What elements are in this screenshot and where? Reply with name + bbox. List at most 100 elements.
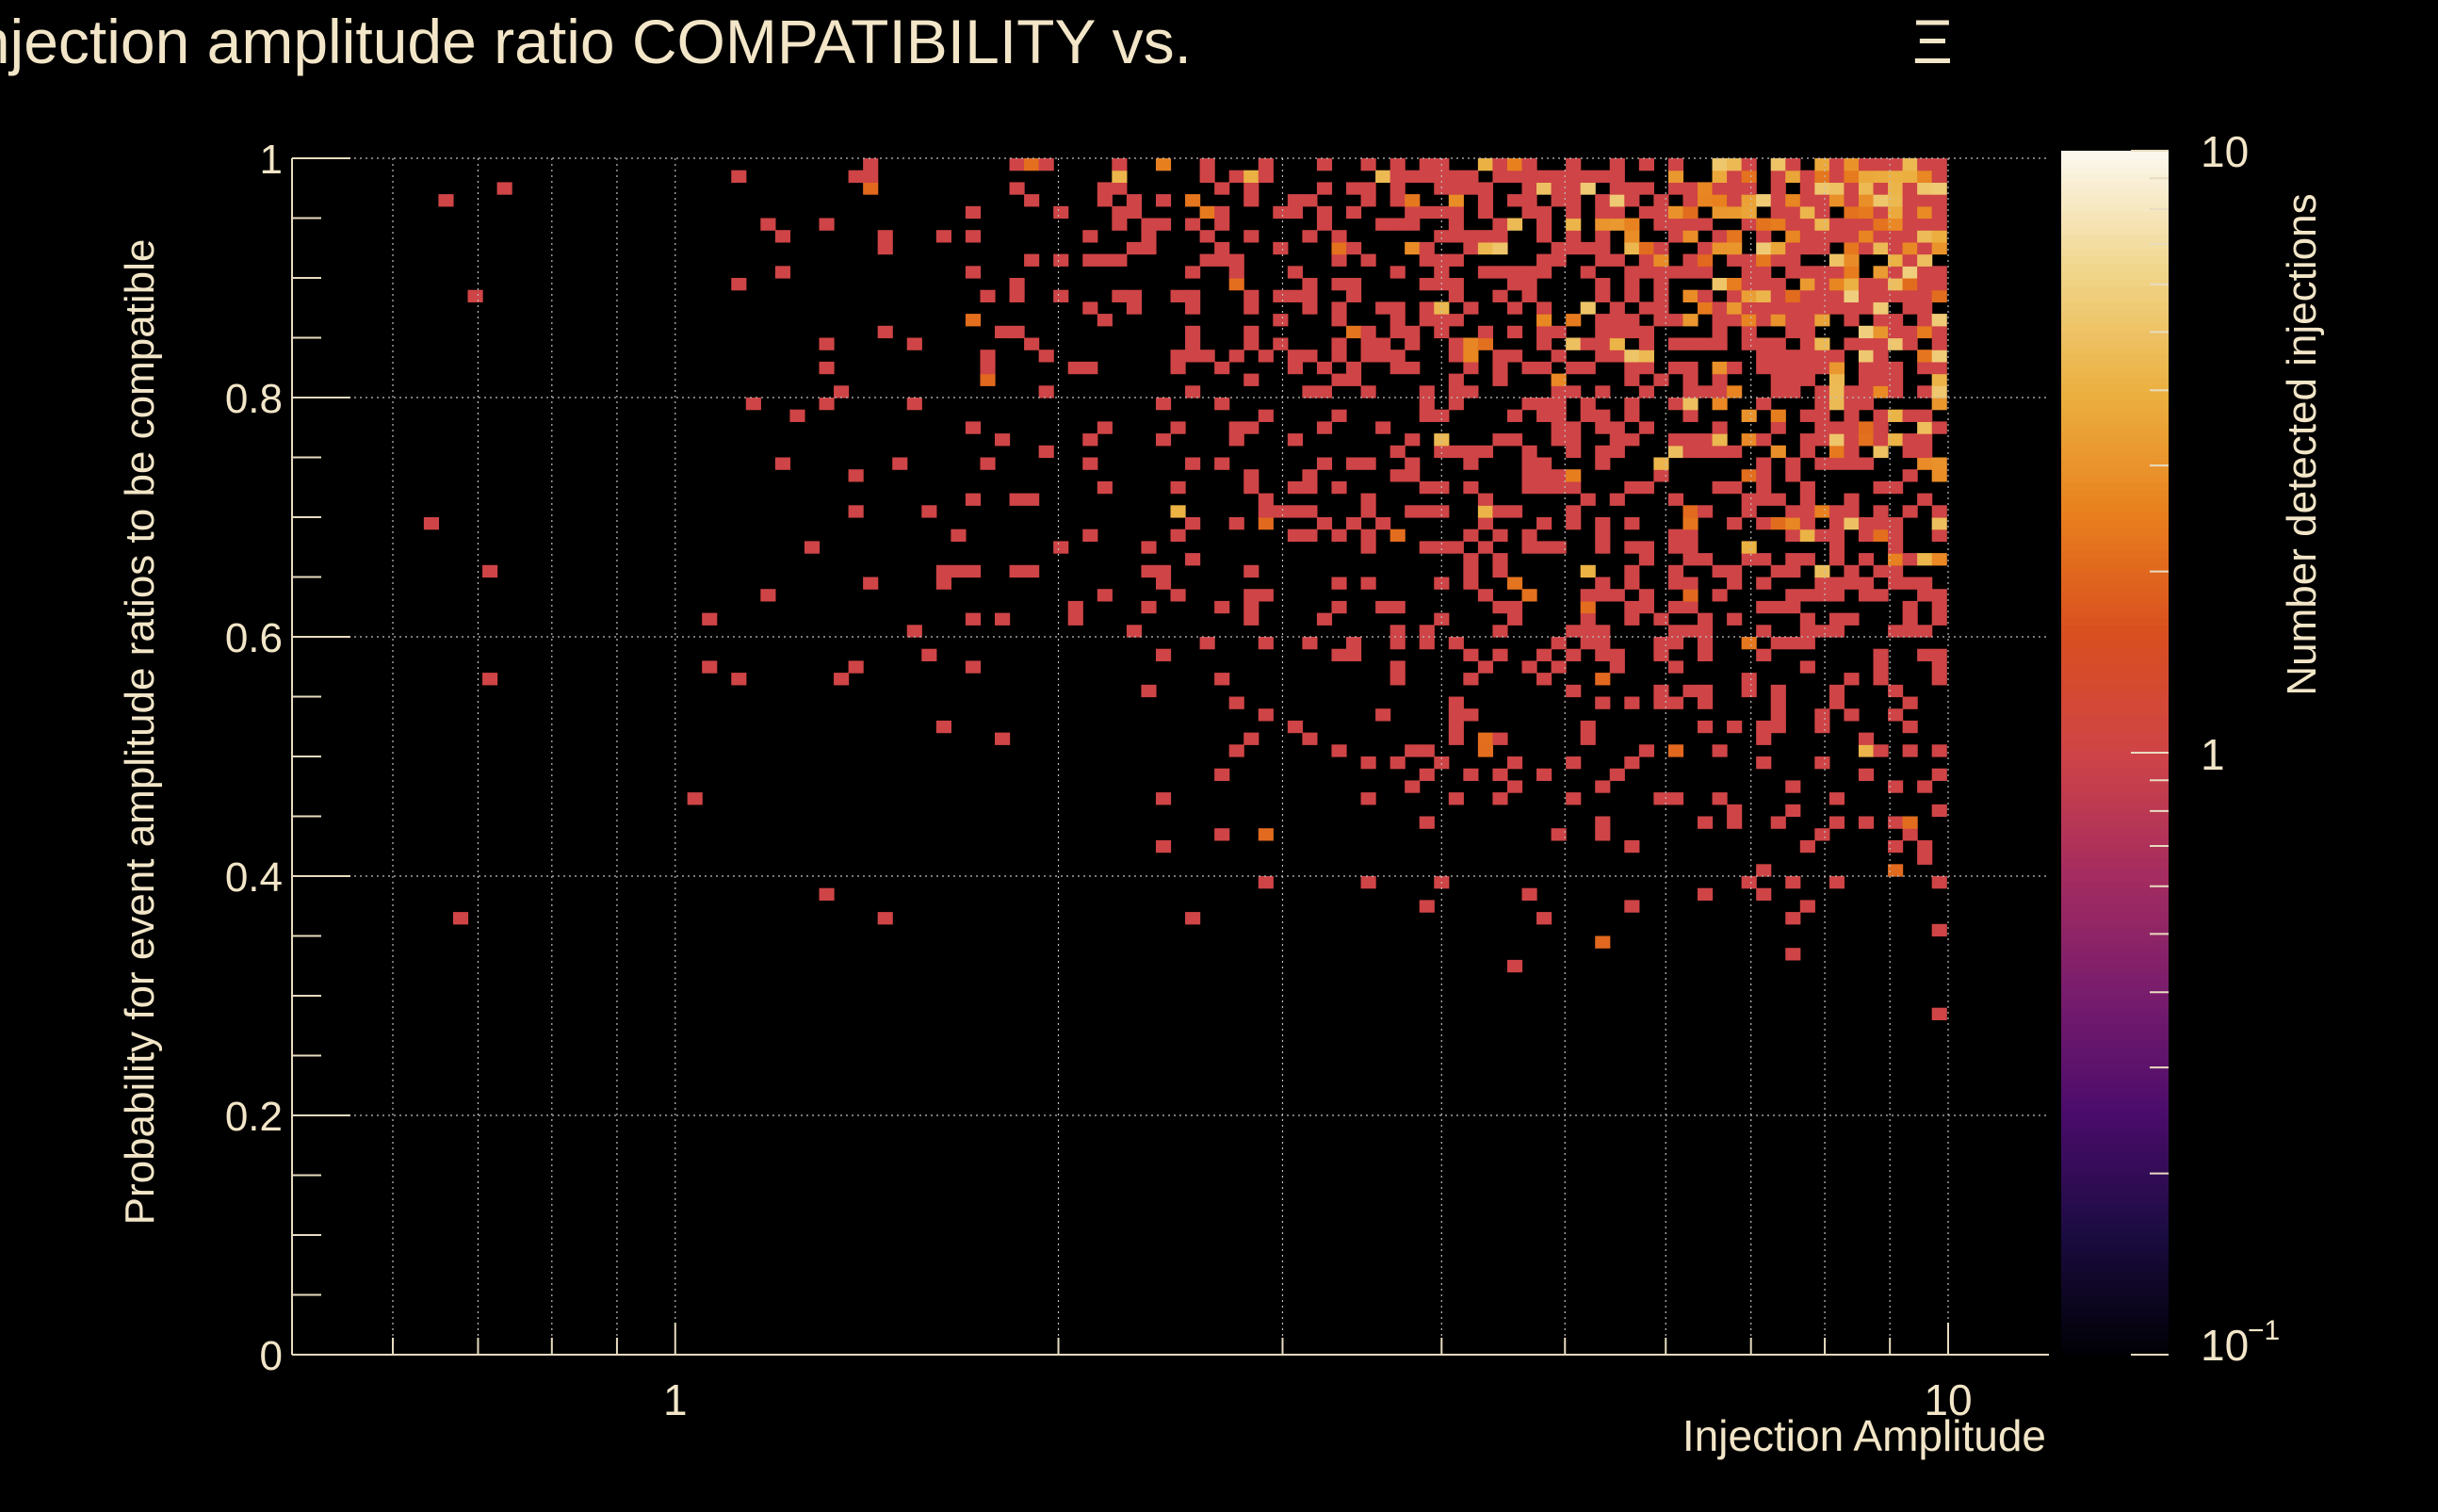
heatmap-cell xyxy=(1448,182,1464,195)
heatmap-cell xyxy=(1917,350,1933,363)
heatmap-cell xyxy=(1536,253,1552,267)
heatmap-cell xyxy=(1477,230,1494,243)
heatmap-cell xyxy=(1463,182,1479,195)
heatmap-cell xyxy=(1888,433,1904,447)
heatmap-cell xyxy=(1828,505,1845,518)
heatmap-cell xyxy=(1097,314,1113,327)
heatmap-cell xyxy=(1931,182,1947,195)
heatmap-cell xyxy=(1799,612,1815,626)
heatmap-cell xyxy=(1741,325,1757,339)
heatmap-cell xyxy=(1902,744,1918,757)
heatmap-cell xyxy=(995,732,1011,745)
heatmap-cell xyxy=(1463,648,1479,661)
colorbar-segment xyxy=(2061,1196,2169,1206)
heatmap-cell xyxy=(1360,182,1376,195)
heatmap-cell xyxy=(1287,528,1303,542)
heatmap-cell xyxy=(1405,325,1421,339)
colorbar-segment xyxy=(2061,459,2169,468)
heatmap-cell xyxy=(1214,600,1230,614)
heatmap-cell xyxy=(1185,325,1201,339)
heatmap-cell xyxy=(1346,325,1362,339)
heatmap-cell xyxy=(1770,350,1786,363)
heatmap-cell xyxy=(1917,852,1933,865)
heatmap-cell xyxy=(1931,205,1947,219)
heatmap-cell xyxy=(1902,553,1918,566)
heatmap-cell xyxy=(1727,289,1743,302)
heatmap-cell xyxy=(980,373,996,386)
heatmap-cell xyxy=(1785,553,1801,566)
heatmap-cell xyxy=(980,361,996,375)
colorbar-segment xyxy=(2061,451,2169,461)
heatmap-cell xyxy=(1931,1007,1947,1020)
heatmap-cell xyxy=(1917,301,1933,315)
colorbar-segment xyxy=(2061,887,2169,897)
heatmap-cell xyxy=(1667,792,1684,805)
heatmap-cell xyxy=(819,398,835,411)
heatmap-cell xyxy=(1698,266,1714,279)
colorbar-segment xyxy=(2061,662,2169,671)
heatmap-cell xyxy=(1624,541,1640,554)
heatmap-cell xyxy=(1858,589,1875,602)
heatmap-cell xyxy=(1506,780,1523,793)
heatmap-cell xyxy=(1931,804,1947,818)
heatmap-cell xyxy=(1580,493,1596,506)
heatmap-cell xyxy=(1375,600,1391,614)
colorbar-segment xyxy=(2061,308,2169,317)
heatmap-cell xyxy=(965,230,982,243)
heatmap-cell xyxy=(1419,637,1435,650)
heatmap-cell xyxy=(1566,314,1582,327)
heatmap-cell xyxy=(1448,230,1464,243)
heatmap-cell xyxy=(1390,194,1406,207)
heatmap-cell xyxy=(1595,337,1611,350)
heatmap-cell xyxy=(1667,445,1684,459)
heatmap-cell xyxy=(1931,660,1947,674)
heatmap-cell xyxy=(1390,528,1406,542)
heatmap-cell xyxy=(1360,158,1376,171)
colorbar-segment xyxy=(2061,677,2169,686)
heatmap-cell xyxy=(1506,612,1523,626)
heatmap-cell xyxy=(1653,289,1669,302)
heatmap-cell xyxy=(1360,792,1376,805)
heatmap-cell xyxy=(1770,720,1786,734)
heatmap-cell xyxy=(1770,409,1786,422)
heatmap-cell xyxy=(1155,194,1172,207)
heatmap-cell xyxy=(1756,756,1772,770)
heatmap-cell xyxy=(1463,170,1479,183)
heatmap-cell xyxy=(1082,457,1098,470)
colorbar-segment xyxy=(2061,1302,2169,1310)
colorbar-segment xyxy=(2061,1136,2169,1146)
heatmap-cell xyxy=(1024,337,1040,350)
heatmap-cell xyxy=(1243,589,1260,602)
heatmap-cell xyxy=(1126,289,1143,302)
heatmap-cell xyxy=(1492,648,1508,661)
heatmap-cell xyxy=(1346,241,1362,255)
heatmap-cell xyxy=(1828,289,1845,302)
heatmap-cell xyxy=(1155,398,1172,411)
heatmap-cell xyxy=(1185,289,1201,302)
heatmap-cell xyxy=(1360,756,1376,770)
heatmap-cell xyxy=(1858,517,1875,530)
colorbar-segment xyxy=(2061,165,2169,174)
heatmap-cell xyxy=(1756,314,1772,327)
colorbar-segment xyxy=(2061,233,2169,242)
heatmap-cell xyxy=(1888,816,1904,829)
heatmap-cell xyxy=(1667,625,1684,638)
heatmap-cell xyxy=(1770,696,1786,709)
heatmap-cell xyxy=(1580,720,1596,734)
heatmap-cell xyxy=(1828,684,1845,698)
colorbar-segment xyxy=(2061,248,2169,257)
heatmap-cell xyxy=(1931,337,1947,350)
heatmap-cell xyxy=(1448,194,1464,207)
heatmap-cell xyxy=(1155,648,1172,661)
heatmap-cell xyxy=(1785,780,1801,793)
heatmap-cell xyxy=(1931,398,1947,411)
heatmap-cell xyxy=(1727,278,1743,291)
heatmap-cell xyxy=(1141,218,1157,231)
y-tick-label: 1 xyxy=(260,137,283,183)
heatmap-cell xyxy=(1858,373,1875,386)
heatmap-cell xyxy=(1682,600,1698,614)
heatmap-cell xyxy=(1477,266,1494,279)
heatmap-cell xyxy=(1712,744,1728,757)
heatmap-cell xyxy=(1682,625,1698,638)
heatmap-cell xyxy=(1902,696,1918,709)
